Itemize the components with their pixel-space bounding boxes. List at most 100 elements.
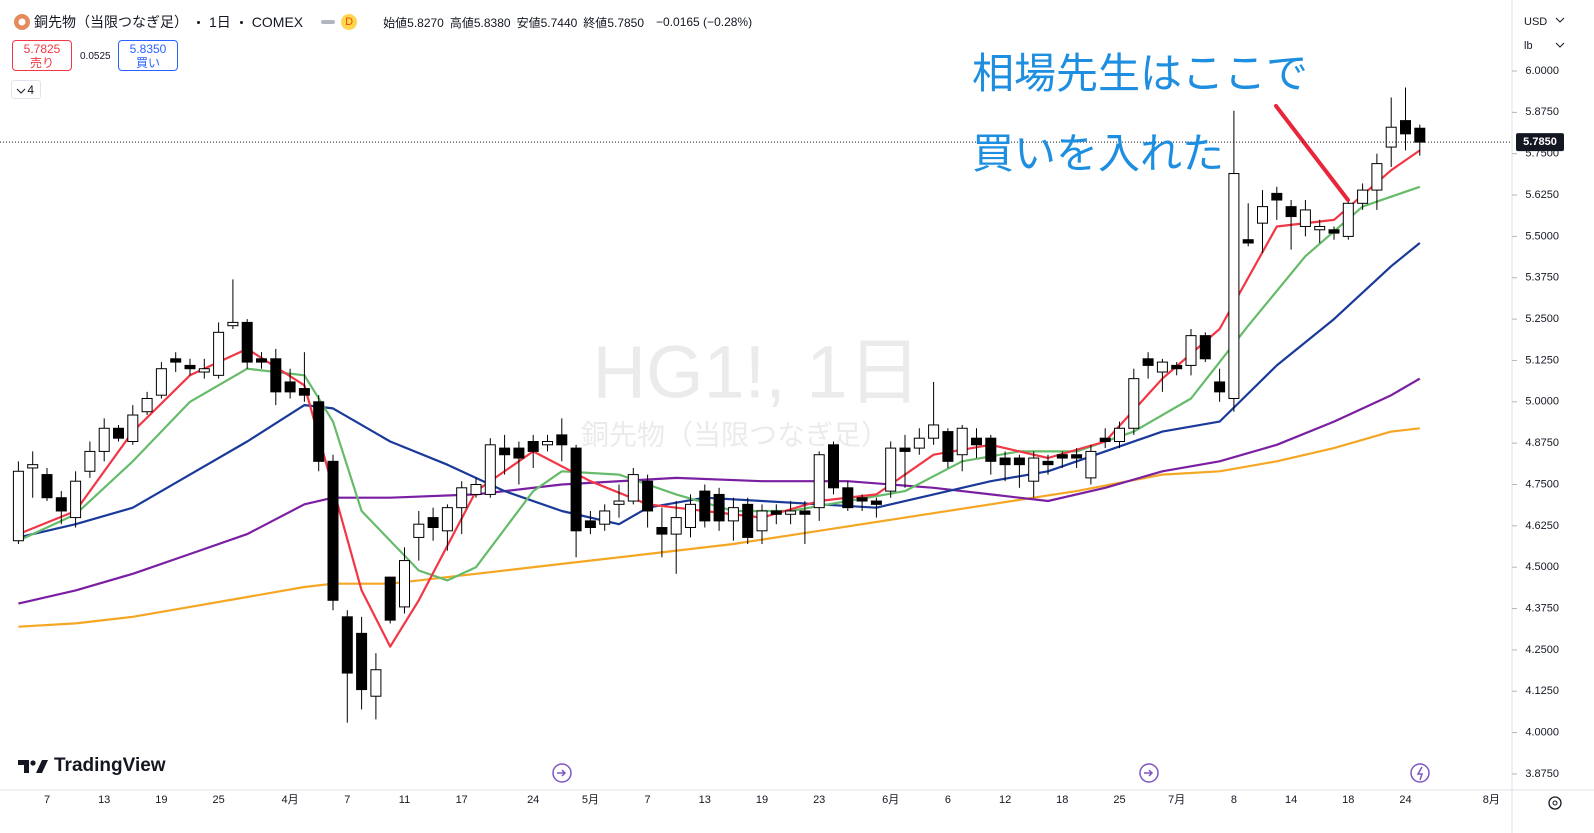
candle-body <box>656 527 668 535</box>
candle-body <box>685 503 696 529</box>
logo: TradingView <box>18 755 166 777</box>
candle-body <box>1385 126 1397 148</box>
candle-body <box>227 321 239 327</box>
candle-body <box>813 454 825 509</box>
candle-body <box>141 397 153 413</box>
candle-body <box>184 364 196 370</box>
x-tick-label: 13 <box>98 794 110 806</box>
candle-body <box>413 523 425 538</box>
candle-body <box>1028 457 1040 482</box>
change: −0.0165 (−0.28%) <box>656 15 753 29</box>
candle-body <box>270 358 282 393</box>
candle-body <box>899 447 911 452</box>
candle-body <box>55 497 67 512</box>
x-tick-label: 7 <box>645 794 651 806</box>
candle-body <box>670 517 682 535</box>
watermark-symbol: HG1!, 1日 <box>593 331 922 414</box>
candle-body <box>155 368 167 396</box>
ohlc-item: 高値5.8380 <box>450 16 511 30</box>
candle-body <box>1156 361 1168 373</box>
candle-body <box>785 510 797 515</box>
candle-body <box>928 424 940 439</box>
x-tick-label: 23 <box>813 794 825 806</box>
x-tick-label: 19 <box>756 794 768 806</box>
y-tick-label: 4.3750 <box>1525 602 1559 614</box>
candle-body <box>1314 225 1326 231</box>
x-tick-label: 18 <box>1056 794 1068 806</box>
sell-label: 売り <box>29 56 54 70</box>
candle-body <box>856 497 868 502</box>
axis-menu-chevron <box>1555 17 1565 48</box>
candle-body <box>1414 127 1426 143</box>
ohlc-label: 始値 <box>383 15 408 30</box>
currency-selector[interactable]: USD <box>1524 16 1548 28</box>
x-tick-label: 8月 <box>1483 794 1500 806</box>
y-tick-label: 5.5000 <box>1525 230 1559 242</box>
candle-body <box>799 510 811 515</box>
event-icon[interactable] <box>1139 763 1159 783</box>
x-tick-label: 12 <box>999 794 1011 806</box>
y-tick-label: 5.2500 <box>1525 313 1559 325</box>
candle-body <box>1342 202 1354 237</box>
candle-body <box>885 447 897 492</box>
candle-body <box>1099 437 1111 442</box>
x-tick-label: 25 <box>1113 794 1125 806</box>
indicators-toggle[interactable]: 4 <box>11 80 41 99</box>
candle-body <box>327 460 339 601</box>
candle-body <box>1371 163 1383 191</box>
candle-body <box>70 480 82 519</box>
candle-body <box>12 470 24 542</box>
candle-body <box>599 510 611 525</box>
candle-body <box>956 427 968 456</box>
x-tick-label: 19 <box>155 794 167 806</box>
sell-button[interactable]: 5.7825 売り <box>12 40 72 71</box>
buy-button[interactable]: 5.8350 買い <box>118 40 178 71</box>
y-tick-label: 6.0000 <box>1525 65 1559 77</box>
candle-body <box>1357 189 1369 204</box>
candle-body <box>1285 206 1297 218</box>
last-price-label: 5.7850 <box>1523 136 1557 148</box>
candle-body <box>1171 364 1183 370</box>
candle-body <box>456 487 468 509</box>
event-icon[interactable] <box>1410 763 1430 783</box>
x-tick-label: 7月 <box>1168 794 1185 806</box>
y-tick-label: 5.0000 <box>1525 396 1559 408</box>
unit-selector[interactable]: lb <box>1524 40 1533 52</box>
candle-body <box>913 437 925 449</box>
sell-price: 5.7825 <box>23 42 61 56</box>
candle-body <box>842 487 854 509</box>
candle-body <box>713 493 725 522</box>
event-icon[interactable] <box>552 763 572 783</box>
candle-body <box>770 510 782 515</box>
candle-body <box>642 480 654 512</box>
candle-body <box>84 450 96 472</box>
candle-body <box>41 474 53 499</box>
y-tick-label: 5.1250 <box>1525 354 1559 366</box>
chevron <box>16 88 26 94</box>
candle-body <box>985 437 997 462</box>
y-tick-label: 5.3750 <box>1525 272 1559 284</box>
candle-body <box>1271 192 1283 201</box>
y-tick-label: 4.2500 <box>1525 644 1559 656</box>
plot <box>12 87 1426 723</box>
x-tick-label: 13 <box>699 794 711 806</box>
buy-price: 5.8350 <box>129 42 167 56</box>
candle-body <box>399 560 410 608</box>
candle-body <box>170 358 182 363</box>
settings-icon[interactable] <box>1548 796 1562 810</box>
candle-body <box>1199 335 1211 360</box>
candle-body <box>1400 120 1411 135</box>
candle-body <box>727 507 739 522</box>
candle-body <box>356 632 368 691</box>
candle-body <box>484 444 496 495</box>
candle-body <box>1242 239 1254 244</box>
candle-body <box>313 401 325 462</box>
y-tick-label: 4.0000 <box>1525 727 1559 739</box>
x-tick-label: 4月 <box>282 794 299 806</box>
candle-body <box>370 669 382 697</box>
separator <box>239 20 243 24</box>
candle-body <box>756 510 768 532</box>
